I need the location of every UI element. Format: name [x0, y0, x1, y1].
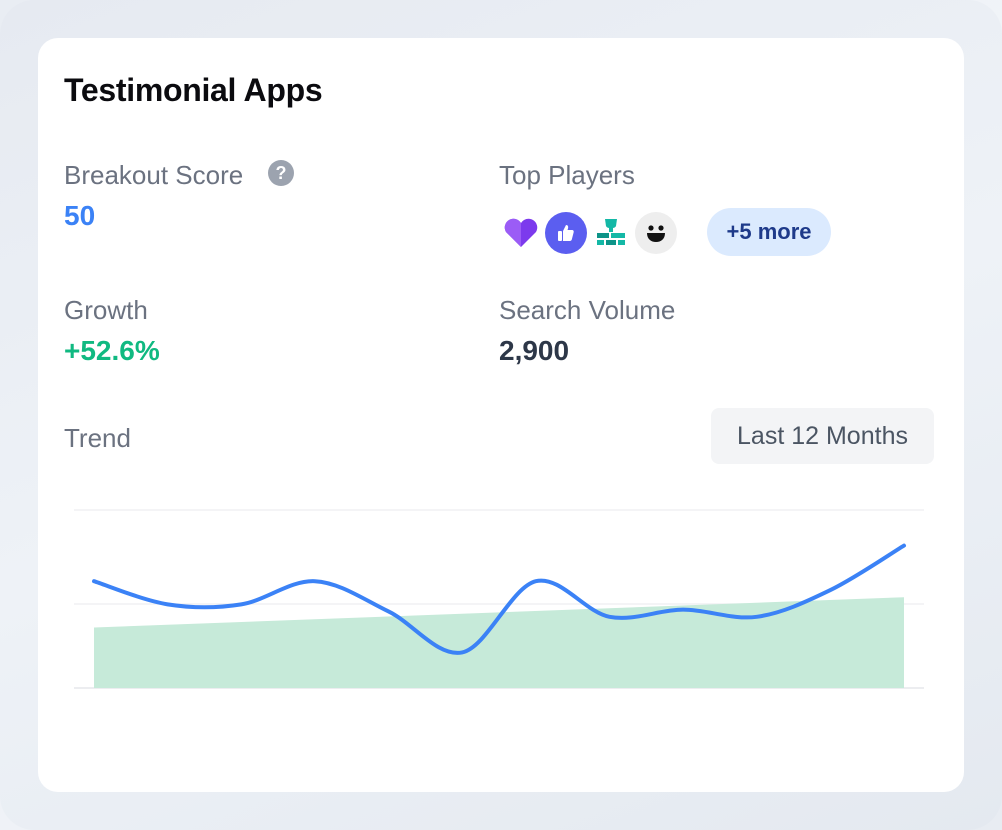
thumbs-up-icon[interactable] — [545, 212, 587, 254]
series-line-layer — [92, 543, 906, 655]
top-players-avatars — [500, 210, 680, 256]
growth-label: Growth — [64, 295, 148, 325]
trend-chart — [74, 509, 924, 689]
card-title: Testimonial Apps — [64, 72, 323, 108]
search-volume-label: Search Volume — [499, 295, 676, 325]
series-line — [92, 543, 906, 655]
time-range-button[interactable]: Last 12 Months — [711, 408, 934, 464]
help-icon[interactable]: ? — [268, 160, 294, 186]
purple-heart-icon[interactable] — [500, 212, 542, 254]
trophy-wall-icon[interactable] — [590, 212, 632, 254]
trend-label: Trend — [64, 423, 131, 453]
search-volume-value: 2,900 — [499, 335, 570, 366]
trendline-area — [94, 597, 904, 688]
top-players-label: Top Players — [499, 160, 635, 190]
more-players-button[interactable]: +5 more — [707, 208, 831, 256]
trend-card: Testimonial Apps Breakout Score ? 50 Top… — [38, 38, 964, 792]
growth-value: +52.6% — [64, 335, 160, 366]
breakout-score-value: 50 — [64, 200, 96, 231]
smiley-face-icon[interactable] — [635, 212, 677, 254]
breakout-score-label: Breakout Score — [64, 160, 244, 190]
trendline-area-layer — [94, 597, 904, 688]
